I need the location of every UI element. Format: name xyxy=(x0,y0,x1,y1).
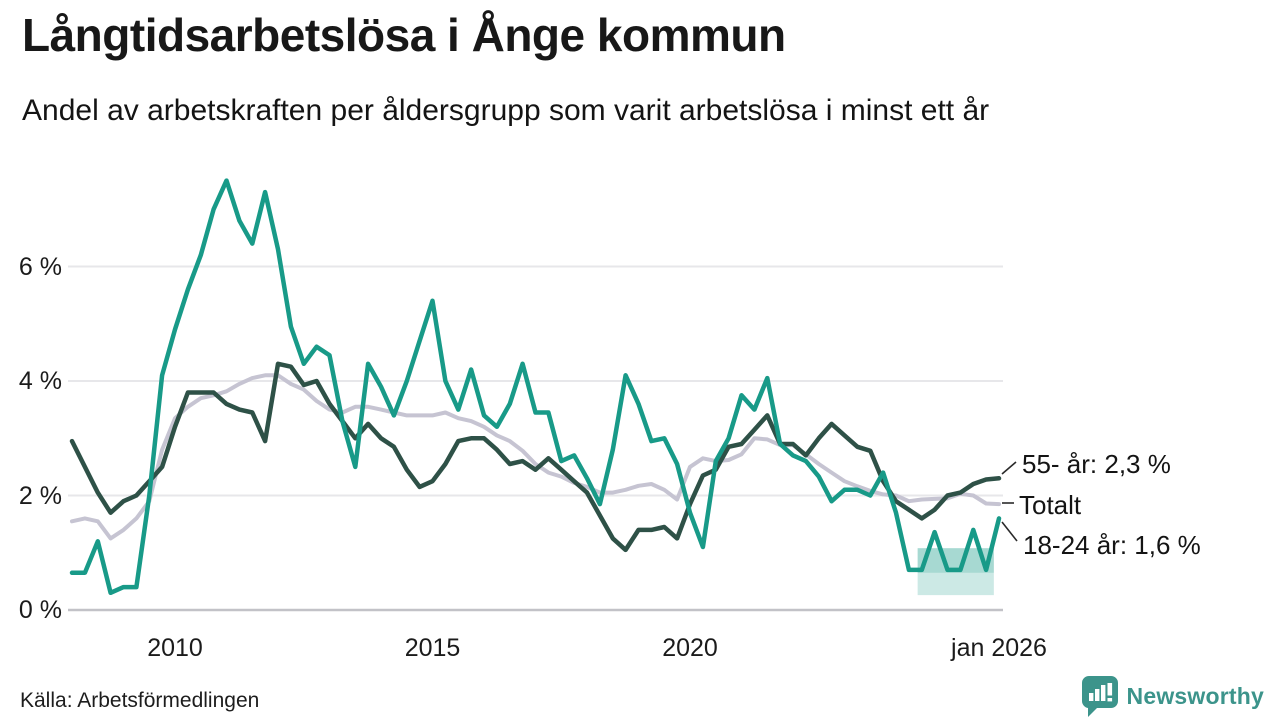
series-line-totalt xyxy=(70,373,1001,541)
series-end-label: 18-24 år: 1,6 % xyxy=(1023,530,1201,560)
page-title: Långtidsarbetslösa i Ånge kommun xyxy=(22,9,786,61)
annotation-leader-line xyxy=(1001,461,1017,475)
y-tick-label: 6 % xyxy=(18,252,62,281)
y-tick-label: 2 % xyxy=(18,481,62,510)
annotation-leader-line xyxy=(1001,521,1018,542)
y-tick-label: 4 % xyxy=(18,367,62,395)
series-end-label: Totalt xyxy=(1019,490,1082,520)
brand-logo: Newsworthy xyxy=(1081,674,1264,718)
censored-band xyxy=(917,572,994,596)
source-note: Källa: Arbetsförmedlingen xyxy=(20,689,260,712)
newsworthy-icon xyxy=(1081,676,1118,717)
brand-name: Newsworthy xyxy=(1126,682,1264,709)
x-tick-label: 2010 xyxy=(147,634,203,662)
series-end-label: 55- år: 2,3 % xyxy=(1022,449,1171,479)
x-tick-label: jan 2026 xyxy=(951,634,1047,662)
x-tick-label: 2020 xyxy=(662,634,718,662)
x-tick-label: 2015 xyxy=(404,634,461,662)
series-line-55-r xyxy=(69,361,1002,553)
y-tick-label: 0 % xyxy=(18,596,62,624)
page-subtitle: Andel av arbetskraften per åldersgrupp s… xyxy=(22,94,990,127)
series-line-18-24-r xyxy=(69,178,1002,596)
